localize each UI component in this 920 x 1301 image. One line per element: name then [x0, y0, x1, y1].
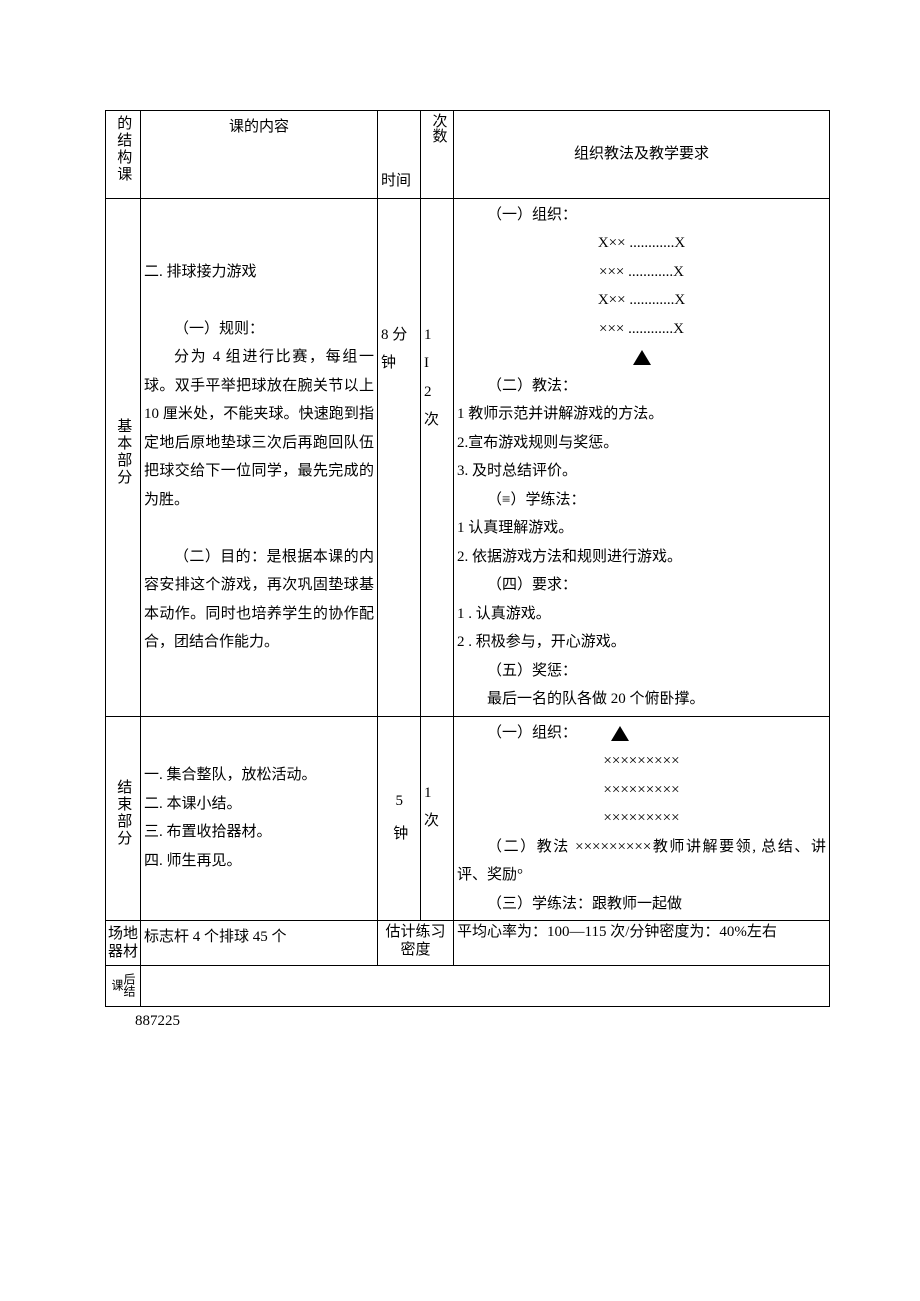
label-estimate-density: 估计练习密度	[378, 921, 454, 966]
value-estimate-density: 平均心率为：100—115 次/分钟密度为：40%左右	[454, 921, 830, 966]
label-post-lesson: 后结课	[106, 966, 141, 1007]
header-col-requirements: 组织教法及教学要求	[454, 111, 830, 199]
requirements-end-section: （一）组织： ××××××××× ××××××××× ××××××××× （二）…	[454, 716, 830, 921]
header-col-content: 课的内容	[141, 111, 378, 199]
triangle-icon	[611, 726, 629, 741]
row-basic-section: 基本部分 二. 排球接力游戏 （一）规则： 分为 4 组进行比赛，每组一球。双手…	[106, 198, 830, 716]
table-header-row: 的结构课 课的内容 时间 次数 组织教法及教学要求	[106, 111, 830, 199]
content-end-section: 一. 集合整队，放松活动。 二. 本课小结。 三. 布置收拾器材。 四. 师生再…	[141, 716, 378, 921]
footer-number: 887225	[105, 1013, 830, 1030]
lesson-plan-table: 的结构课 课的内容 时间 次数 组织教法及教学要求 基本部分 二. 排球接力游戏…	[105, 110, 830, 1007]
label-basic-section: 基本部分	[106, 198, 141, 716]
time-end-section: 5 钟	[378, 716, 421, 921]
header-col-count: 次数	[421, 111, 454, 199]
header-col-time: 时间	[378, 111, 421, 199]
requirements-basic-section: （一）组织： X×× ............X ××× ...........…	[454, 198, 830, 716]
content-post-lesson	[141, 966, 830, 1007]
content-basic-section: 二. 排球接力游戏 （一）规则： 分为 4 组进行比赛，每组一球。双手平举把球放…	[141, 198, 378, 716]
content-equipment: 标志杆 4 个排球 45 个	[141, 921, 378, 966]
triangle-icon	[633, 350, 651, 365]
row-equipment: 场地器材 标志杆 4 个排球 45 个 估计练习密度 平均心率为：100—115…	[106, 921, 830, 966]
label-end-section: 结束部分	[106, 716, 141, 921]
count-end-section: 1 次	[421, 716, 454, 921]
row-post-lesson: 后结课	[106, 966, 830, 1007]
count-basic-section: 1 I 2 次	[421, 198, 454, 716]
header-col-structure: 的结构课	[106, 111, 141, 199]
row-end-section: 结束部分 一. 集合整队，放松活动。 二. 本课小结。 三. 布置收拾器材。 四…	[106, 716, 830, 921]
label-equipment: 场地器材	[106, 921, 141, 966]
time-basic-section: 8 分钟	[378, 198, 421, 716]
